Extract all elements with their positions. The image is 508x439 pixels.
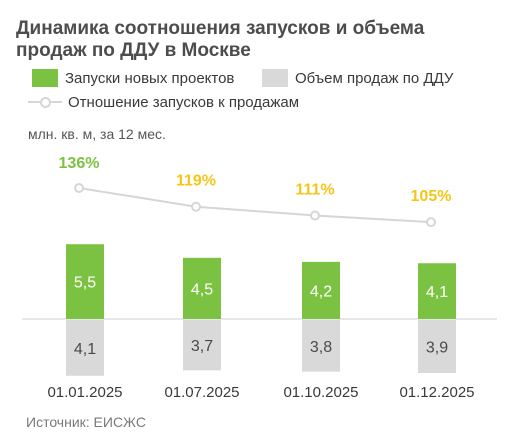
bar-label-sales: 3,8 — [310, 339, 332, 356]
bar-label-sales: 4,1 — [74, 341, 96, 358]
ratio-label: 119% — [176, 173, 216, 190]
bar-label-launches: 4,2 — [310, 283, 332, 300]
bar-launches — [418, 263, 456, 319]
bar-launches — [66, 244, 104, 319]
bar-sales — [418, 320, 456, 374]
bar-label-launches: 5,5 — [74, 275, 96, 292]
legend-item-ratio: Отношение запусков к продажам — [28, 93, 299, 111]
bar-label-sales: 3,9 — [426, 340, 448, 357]
bar-launches — [302, 261, 340, 319]
bar-sales — [183, 320, 221, 371]
chart-title: Динамика соотношения запусков и объема п… — [16, 18, 425, 61]
bar-label-sales: 3,7 — [191, 338, 213, 355]
ratio-point — [426, 217, 436, 228]
bar-label-launches: 4,5 — [191, 281, 213, 298]
ratio-point — [310, 210, 320, 221]
ratio-label: 111% — [295, 182, 334, 199]
units-label: млн. кв. м, за 12 мес. — [28, 126, 166, 142]
legend-label-sales: Объем продаж по ДДУ — [295, 69, 454, 87]
legend-item-launches: Запуски новых проектов — [32, 69, 234, 87]
source-note: Источник: ЕИСЖС — [26, 414, 146, 430]
bar-label-launches: 4,1 — [426, 284, 448, 301]
legend-item-sales: Объем продаж по ДДУ — [262, 69, 453, 87]
ratio-label: 136% — [59, 155, 100, 172]
bar-launches — [183, 257, 221, 319]
bar-sales — [302, 320, 340, 372]
x-tick-label: 01.01.2025 — [47, 384, 122, 401]
legend-label-launches: Запуски новых проектов — [65, 69, 235, 87]
bar-sales — [66, 320, 104, 376]
legend-label-ratio: Отношение запусков к продажам — [68, 93, 300, 111]
ratio-line — [78, 187, 432, 224]
legend-swatch-sales — [262, 69, 288, 87]
x-tick-label: 01.10.2025 — [283, 384, 358, 401]
legend-swatch-ratio — [28, 93, 62, 111]
ratio-point — [191, 201, 201, 212]
x-tick-label: 01.12.2025 — [399, 384, 474, 401]
x-tick-label: 01.07.2025 — [164, 384, 239, 401]
legend-swatch-launches — [32, 69, 58, 87]
ratio-point — [74, 183, 84, 193]
ratio-label: 105% — [411, 188, 452, 205]
